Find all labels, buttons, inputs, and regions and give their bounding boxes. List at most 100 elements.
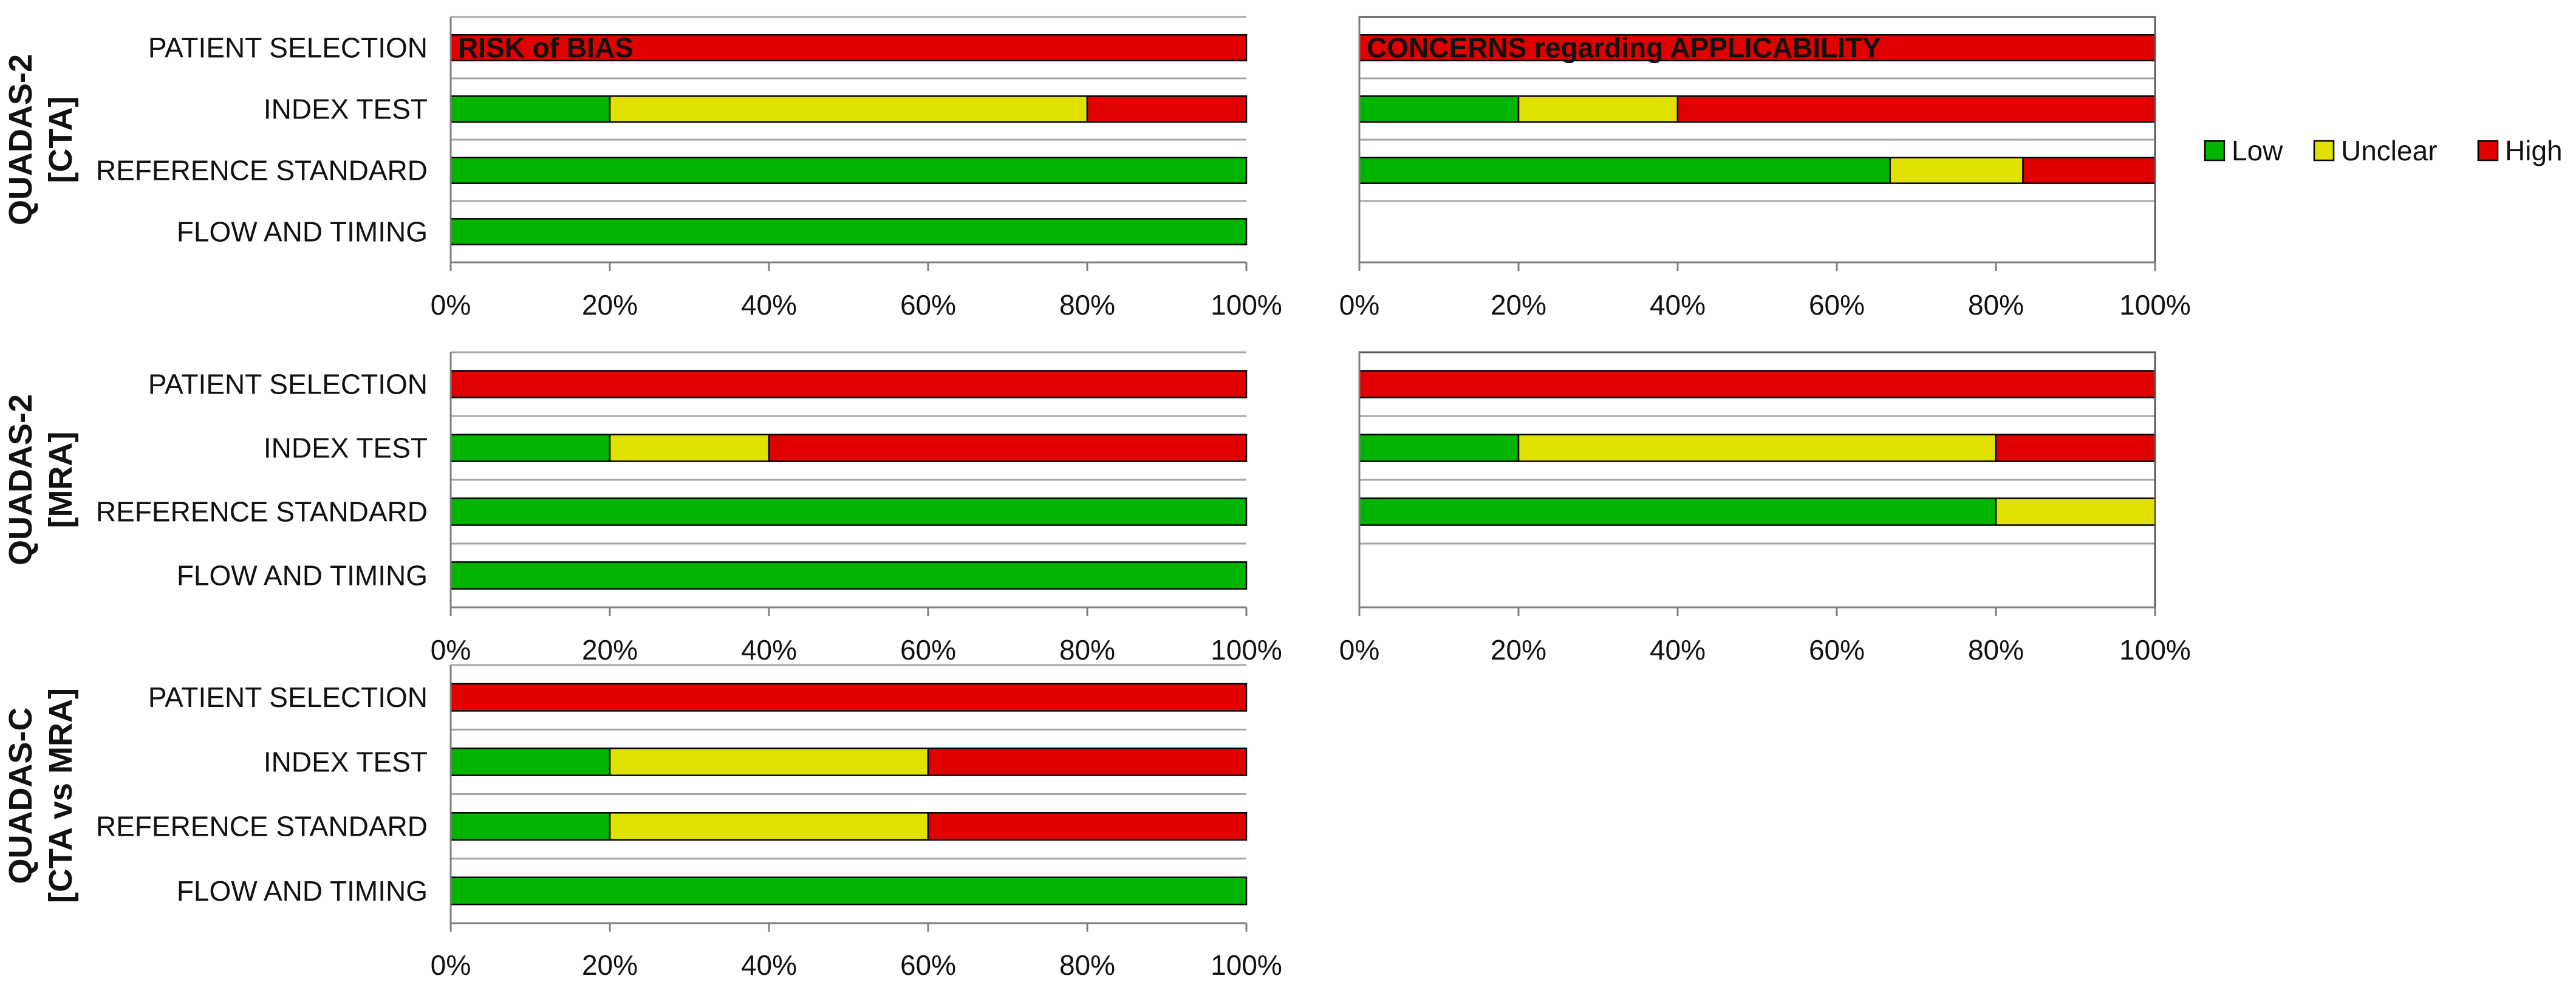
chart-panels: PATIENT SELECTION INDEX TEST REFERENCE STA…	[2, 16, 2191, 981]
category-label-patient-selection: PATIENT SELECTION	[148, 369, 428, 400]
bar-index-test-low	[449, 747, 611, 776]
category-label-index-test: INDEX TEST	[264, 746, 428, 777]
bar-reference-standard-high	[2022, 157, 2156, 184]
x-tick-label: 20%	[1491, 289, 1546, 321]
legend-item-high: High	[2477, 135, 2563, 166]
x-tick-label: 60%	[900, 949, 956, 981]
x-tick-label: 20%	[582, 949, 638, 981]
group-label: QUADAS-2 [MRA]	[2, 394, 79, 565]
bar-index-test-unclear	[1517, 434, 1997, 462]
legend-label: Low	[2232, 135, 2283, 166]
group-label-line: [CTA vs MRA]	[43, 688, 79, 903]
legend-item-unclear: Unclear	[2313, 135, 2438, 166]
x-tick-label: 20%	[582, 634, 638, 666]
bar-reference-standard-unclear	[1995, 497, 2156, 526]
legend-item-low: Low	[2204, 135, 2283, 166]
x-tick-label: 80%	[1059, 289, 1115, 321]
x-tick-label: 80%	[1968, 634, 2024, 666]
x-tick-label: 100%	[1211, 634, 1282, 666]
category-label-patient-selection: PATIENT SELECTION	[148, 681, 428, 713]
x-tick-label: 0%	[1339, 289, 1379, 321]
category-label-flow-and-timing: FLOW AND TIMING	[177, 875, 428, 907]
group-label-line: QUADAS-2	[2, 394, 39, 565]
category-label-index-test: INDEX TEST	[264, 94, 428, 125]
x-tick-label: 40%	[741, 289, 797, 321]
panel-5: PATIENT SELECTION INDEX TEST REFERENCE STA…	[2, 664, 1282, 981]
bar-index-test-low	[1358, 434, 1520, 462]
bar-reference-standard-unclear	[609, 812, 929, 841]
bar-index-test-low	[449, 95, 611, 123]
panel-title: CONCERNS regarding APPLICABILITY	[1367, 32, 1881, 64]
category-label-index-test: INDEX TEST	[264, 432, 428, 464]
bar-index-test-high	[768, 434, 1248, 462]
chart-legend: Low Unclear High	[2204, 135, 2563, 166]
bar-patient-selection-high	[449, 370, 1248, 398]
x-tick-label: 60%	[900, 634, 956, 666]
bar-patient-selection-high	[449, 34, 1248, 61]
category-label-reference-standard: REFERENCE STANDARD	[96, 155, 428, 186]
bar-patient-selection-high	[1358, 370, 2156, 398]
bar-reference-standard-high	[927, 812, 1248, 841]
bar-index-test-low	[1358, 95, 1520, 123]
x-tick-label: 100%	[1211, 949, 1282, 981]
bar-index-test-unclear	[609, 747, 929, 776]
category-label-reference-standard: REFERENCE STANDARD	[96, 496, 428, 528]
bar-index-test-unclear	[609, 95, 1088, 123]
group-label-line: [CTA]	[43, 97, 79, 183]
bar-flow-and-timing-low	[449, 218, 1248, 245]
group-label-line: [MRA]	[43, 432, 79, 528]
bar-index-test-unclear	[1517, 95, 1679, 123]
category-label-reference-standard: REFERENCE STANDARD	[96, 811, 428, 842]
x-tick-label: 20%	[1491, 634, 1546, 666]
x-tick-label: 100%	[1211, 289, 1282, 321]
x-tick-label: 100%	[2119, 634, 2191, 666]
x-tick-label: 100%	[2119, 289, 2191, 321]
bar-index-test-high	[1995, 434, 2156, 462]
x-tick-label: 40%	[1650, 289, 1706, 321]
x-tick-label: 0%	[1339, 634, 1379, 666]
bar-flow-and-timing-low	[449, 876, 1248, 906]
group-label-line: QUADAS-C	[2, 708, 39, 884]
x-tick-label: 20%	[582, 289, 638, 321]
legend-swatch	[2204, 140, 2226, 162]
bar-reference-standard-low	[449, 157, 1248, 184]
bar-index-test-high	[1086, 95, 1248, 123]
legend-swatch	[2477, 140, 2499, 162]
x-tick-label: 60%	[900, 289, 956, 321]
group-label: QUADAS-C [CTA vs MRA]	[2, 688, 79, 903]
bar-patient-selection-high	[1358, 34, 2156, 61]
category-label-flow-and-timing: FLOW AND TIMING	[177, 216, 428, 248]
x-tick-label: 80%	[1059, 634, 1115, 666]
x-tick-label: 0%	[431, 634, 471, 666]
panel-1: PATIENT SELECTION INDEX TEST REFERENCE STA…	[2, 16, 1282, 321]
x-tick-label: 60%	[1809, 289, 1865, 321]
panel-title: RISK of BIAS	[458, 32, 634, 64]
group-label: QUADAS-2 [CTA]	[2, 54, 79, 225]
category-label-flow-and-timing: FLOW AND TIMING	[177, 560, 428, 592]
x-tick-label: 40%	[741, 949, 797, 981]
bar-reference-standard-unclear	[1889, 157, 2024, 184]
bar-index-test-low	[449, 434, 611, 462]
bar-reference-standard-low	[449, 812, 611, 841]
bar-reference-standard-low	[1358, 157, 1891, 184]
x-tick-label: 0%	[431, 949, 471, 981]
x-tick-label: 40%	[741, 634, 797, 666]
legend-label: High	[2505, 135, 2563, 166]
bar-flow-and-timing-low	[449, 561, 1248, 590]
panel-4: 0% 20% 40% 60% 80% 100%	[1339, 351, 2191, 666]
bar-index-test-high	[927, 747, 1248, 776]
x-tick-label: 60%	[1809, 634, 1865, 666]
legend-swatch	[2313, 140, 2335, 162]
panel-3: PATIENT SELECTION INDEX TEST REFERENCE STA…	[2, 351, 1282, 666]
group-label-line: QUADAS-2	[2, 54, 39, 225]
bar-patient-selection-high	[449, 683, 1248, 712]
x-tick-label: 80%	[1968, 289, 2024, 321]
bar-reference-standard-low	[449, 497, 1248, 526]
bar-reference-standard-low	[1358, 497, 1997, 526]
category-label-patient-selection: PATIENT SELECTION	[148, 32, 428, 64]
bar-index-test-unclear	[609, 434, 770, 462]
x-tick-label: 0%	[431, 289, 471, 321]
x-tick-label: 40%	[1650, 634, 1706, 666]
bar-index-test-high	[1676, 95, 2156, 123]
